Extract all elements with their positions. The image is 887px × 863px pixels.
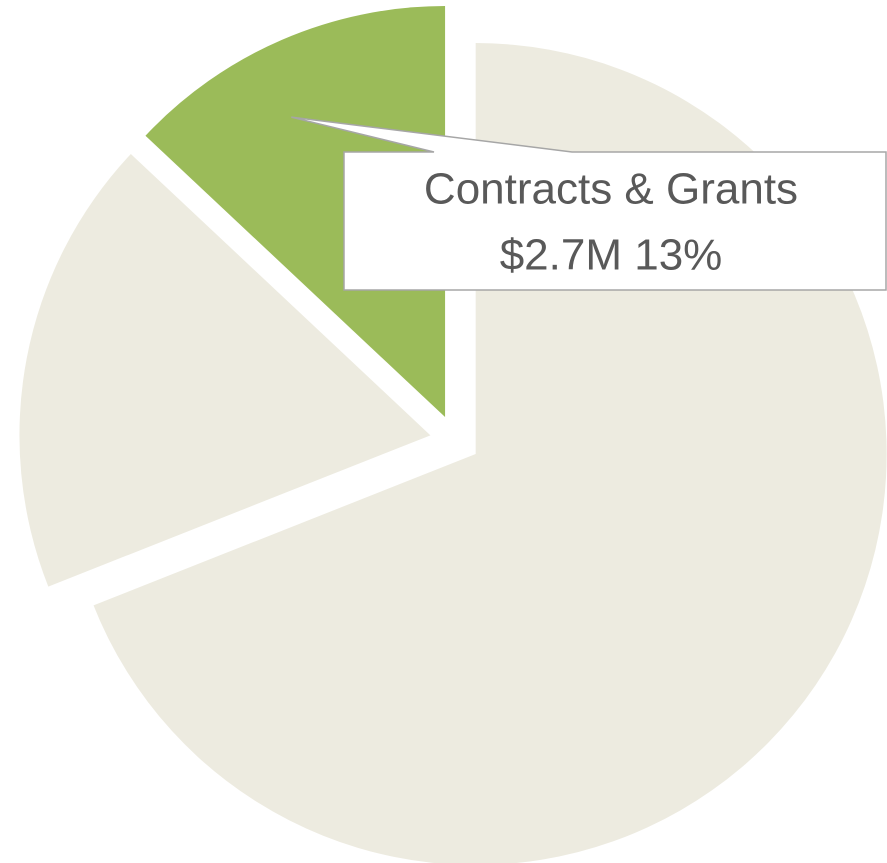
labels: Contracts & Grants $2.7M 13% [291, 116, 887, 291]
pie [19, 6, 887, 863]
pie-slice [145, 6, 446, 418]
pie-slice [19, 153, 431, 587]
data-label-value: $2.7M 13% [500, 231, 723, 280]
callout [291, 116, 887, 291]
data-label-name: Contracts & Grants [424, 165, 798, 214]
